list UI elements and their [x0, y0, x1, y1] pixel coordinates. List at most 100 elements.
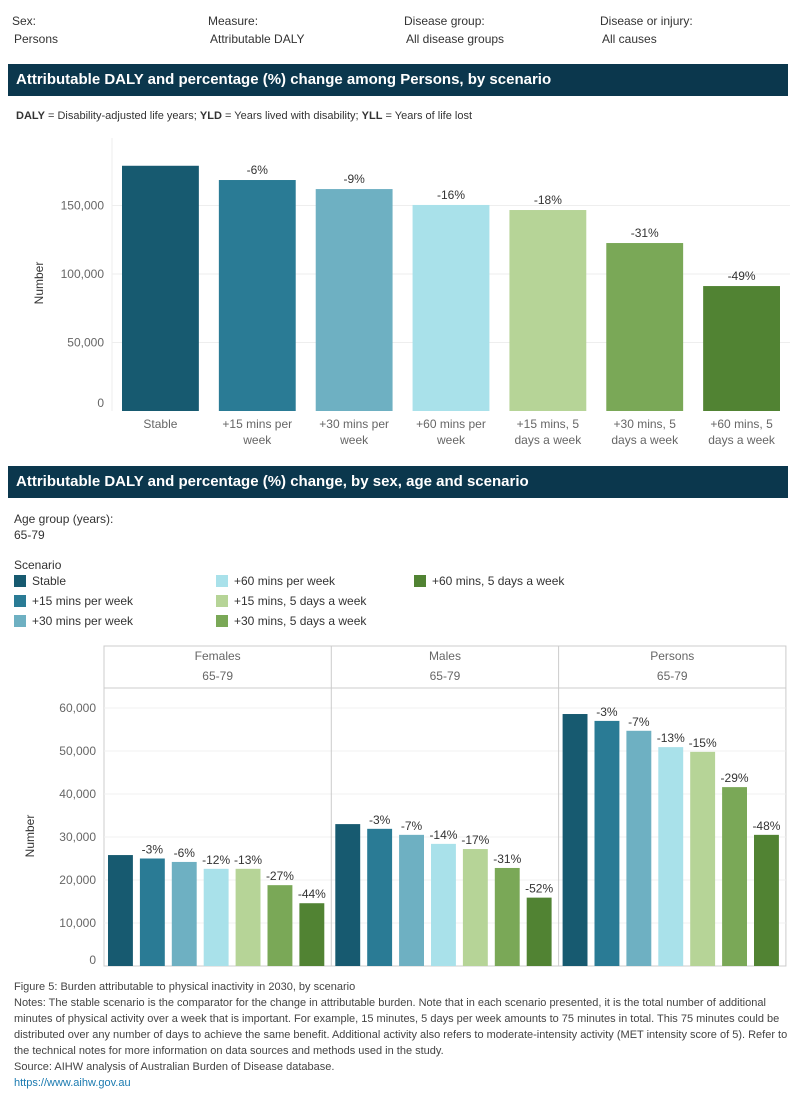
chart-persons-by-scenario: 0 50,000 100,000 150,000 Number Stable -6% +15 …	[32, 138, 790, 447]
bar[interactable]	[171, 861, 197, 966]
data-label: -52%	[525, 882, 553, 896]
legend-item[interactable]: +60 mins per week	[216, 574, 335, 588]
bar[interactable]	[703, 286, 780, 411]
bar[interactable]	[335, 824, 361, 966]
x-tick-label: +15 mins, 5	[517, 417, 580, 431]
panel-header-age: 65-79	[202, 669, 233, 683]
age-group-label: Age group (years):	[14, 512, 114, 526]
legend-item[interactable]: +60 mins, 5 days a week	[414, 574, 564, 588]
legend-swatch	[14, 615, 26, 627]
x-tick-label: +30 mins, 5	[614, 417, 677, 431]
y-tick-label: 20,000	[59, 873, 96, 887]
bar[interactable]	[626, 730, 652, 966]
bar[interactable]	[267, 885, 293, 966]
filter-value[interactable]: Attributable DALY	[210, 32, 305, 46]
bar[interactable]	[526, 897, 552, 966]
bar[interactable]	[562, 714, 588, 966]
legend-swatch	[14, 575, 26, 587]
y-tick-label: 0	[89, 953, 96, 967]
legend-item[interactable]: +30 mins, 5 days a week	[216, 614, 366, 628]
abbreviation-note: DALY = Disability-adjusted life years; Y…	[16, 110, 472, 122]
legend-item[interactable]: +15 mins per week	[14, 594, 133, 608]
y-tick-label: 100,000	[61, 267, 105, 281]
bar[interactable]	[108, 855, 133, 966]
bar[interactable]	[722, 787, 747, 966]
data-label: -12%	[202, 853, 230, 867]
bar[interactable]	[462, 849, 488, 966]
bar[interactable]	[235, 868, 261, 966]
x-tick-label: +30 mins per	[319, 417, 389, 431]
filter-sex[interactable]: Sex: Persons	[12, 14, 58, 46]
x-tick-label: days a week	[708, 433, 776, 447]
legend-label: +15 mins, 5 days a week	[234, 594, 367, 608]
panel-header-age: 65-79	[657, 669, 688, 683]
filter-value[interactable]: Persons	[14, 32, 59, 46]
bar[interactable]	[399, 834, 424, 966]
data-label: -29%	[721, 771, 749, 785]
x-tick-label: week	[436, 433, 466, 447]
data-label: -44%	[298, 887, 326, 901]
bar[interactable]	[299, 903, 325, 966]
legend-label: +30 mins, 5 days a week	[234, 614, 367, 628]
data-label: -7%	[628, 715, 650, 729]
source-text: Source: AIHW analysis of Australian Burd…	[14, 1061, 335, 1073]
section-1-title: Attributable DALY and percentage (%) cha…	[8, 64, 788, 96]
bar[interactable]	[367, 828, 393, 966]
filter-value[interactable]: All causes	[602, 32, 657, 46]
filter-disease[interactable]: Disease or injury: All causes	[600, 14, 693, 46]
x-tick-label: days a week	[515, 433, 583, 447]
data-label: -17%	[461, 833, 489, 847]
bar[interactable]	[139, 858, 165, 967]
legend-swatch	[216, 575, 228, 587]
legend-title: Scenario	[14, 558, 62, 572]
x-tick-label: +60 mins per	[416, 417, 486, 431]
legend-item[interactable]: +15 mins, 5 days a week	[216, 594, 366, 608]
aihw-link[interactable]: https://www.aihw.gov.au	[14, 1077, 131, 1089]
data-label: -31%	[493, 852, 521, 866]
x-tick-label: +15 mins per	[222, 417, 292, 431]
filter-value[interactable]: All disease groups	[406, 32, 505, 46]
abbr-text: = Years of life lost	[382, 110, 473, 122]
filter-label: Measure:	[208, 14, 259, 28]
bar[interactable]	[658, 747, 684, 966]
y-tick-label: 30,000	[59, 830, 96, 844]
legend-swatch	[216, 615, 228, 627]
filter-label: Disease group:	[404, 14, 485, 28]
legend-item[interactable]: +30 mins per week	[14, 614, 133, 628]
bar[interactable]	[203, 868, 229, 966]
bar[interactable]	[218, 180, 296, 411]
bar[interactable]	[122, 165, 199, 411]
filter-measure[interactable]: Measure: Attributable DALY	[208, 14, 305, 46]
x-tick-label: days a week	[611, 433, 679, 447]
bar[interactable]	[315, 189, 393, 411]
data-label: -9%	[343, 172, 365, 186]
bar[interactable]	[412, 204, 490, 411]
legend-item[interactable]: Stable	[14, 574, 66, 588]
data-label: -31%	[631, 226, 659, 240]
data-label: -49%	[728, 269, 756, 283]
data-label: -27%	[266, 869, 294, 883]
data-label: -7%	[401, 819, 423, 833]
bar[interactable]	[754, 834, 779, 966]
legend-label: Stable	[32, 574, 67, 588]
bar[interactable]	[431, 843, 456, 966]
x-tick-label: +60 mins, 5	[710, 417, 773, 431]
data-label: -3%	[142, 843, 164, 857]
y-tick-label: 150,000	[61, 199, 105, 213]
footer-notes: Figure 5: Burden attributable to physica…	[14, 979, 794, 1091]
bar[interactable]	[690, 751, 716, 966]
filter-disease-group[interactable]: Disease group: All disease groups	[404, 14, 504, 46]
data-label: -6%	[247, 163, 269, 177]
panel-header-sex: Males	[429, 649, 461, 663]
legend-label: +15 mins per week	[32, 594, 134, 608]
data-label: -6%	[174, 846, 196, 860]
bar[interactable]	[606, 243, 684, 411]
bar[interactable]	[509, 210, 587, 411]
abbr-text: = Years lived with disability;	[221, 110, 362, 122]
y-tick-label: 50,000	[59, 744, 96, 758]
bar[interactable]	[494, 867, 520, 966]
bar[interactable]	[594, 720, 620, 966]
legend-label: +60 mins, 5 days a week	[432, 574, 565, 588]
age-group-value[interactable]: 65-79	[14, 528, 45, 542]
legend-label: +30 mins per week	[32, 614, 134, 628]
